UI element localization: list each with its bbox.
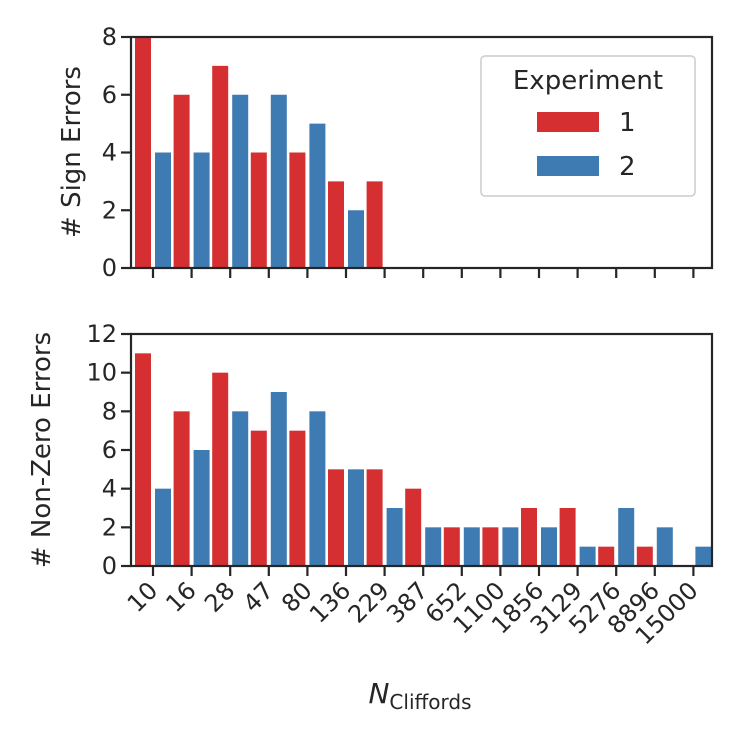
non-zero-errors-panel: 0246810121016284780136229387652110018563… xyxy=(27,320,714,650)
bar-series1-229 xyxy=(366,181,383,268)
bar-series2-3129 xyxy=(579,546,596,566)
legend: Experiment 1 2 xyxy=(480,55,696,197)
legend-label-2: 2 xyxy=(619,152,636,182)
y-tick-label: 10 xyxy=(86,359,117,387)
bar-series1-10 xyxy=(135,353,151,566)
y-tick-label: 6 xyxy=(102,81,117,109)
bar-series2-229 xyxy=(386,508,403,566)
bar-series2-28 xyxy=(232,411,249,566)
y-tick-label: 8 xyxy=(102,23,117,51)
bar-series1-1856 xyxy=(521,508,537,566)
y-tick-label: 6 xyxy=(102,436,117,464)
y-tick-label: 0 xyxy=(102,254,117,282)
bar-series1-387 xyxy=(405,488,422,566)
y-tick-label: 0 xyxy=(102,552,117,580)
sign-errors-panel: 0 2 4 6 8 # Sign Errors xyxy=(57,23,714,282)
bar-series2-5276 xyxy=(618,508,635,566)
bar-series2-15000 xyxy=(695,546,712,566)
legend-title: Experiment xyxy=(513,66,663,96)
bar-series2-136 xyxy=(348,210,364,268)
legend-swatch-2 xyxy=(537,156,599,176)
bar-series1-652 xyxy=(443,527,460,566)
bar-series1-28 xyxy=(212,372,229,566)
y-tick-label: 4 xyxy=(102,139,117,167)
bar-series1-136 xyxy=(328,469,344,566)
bar-series1-80 xyxy=(289,430,306,566)
bar-series1-8896 xyxy=(636,546,653,566)
bar-series2-652 xyxy=(463,527,480,566)
bar-series2-8896 xyxy=(656,527,673,566)
bar-series1-47 xyxy=(250,152,267,268)
bar-series1-10 xyxy=(135,37,151,268)
legend-label-1: 1 xyxy=(619,108,636,138)
x-tick-label-16: 16 xyxy=(160,576,201,617)
bar-series2-80 xyxy=(309,123,326,268)
bar-series1-16 xyxy=(173,94,190,268)
bar-series2-10 xyxy=(155,152,171,268)
bar-series2-136 xyxy=(348,469,364,566)
y-tick-label: 2 xyxy=(102,196,117,224)
y-tick-label: 2 xyxy=(102,513,117,541)
bar-series2-28 xyxy=(232,94,249,268)
y-tick-label: 8 xyxy=(102,397,117,425)
bar-series1-136 xyxy=(328,181,344,268)
bar-series1-1100 xyxy=(482,527,499,566)
y-axis-label: # Non-Zero Errors xyxy=(27,332,57,568)
bar-series1-16 xyxy=(173,411,190,566)
x-axis-label: NCliffords xyxy=(368,677,471,714)
bar-series1-80 xyxy=(289,152,306,268)
bar-series2-10 xyxy=(155,488,171,566)
legend-swatch-1 xyxy=(537,112,599,132)
bar-series2-387 xyxy=(425,527,442,566)
bar-series2-16 xyxy=(193,450,210,566)
bar-series1-47 xyxy=(250,430,267,566)
bar-series1-229 xyxy=(366,469,383,566)
bar-series1-3129 xyxy=(559,508,576,566)
bar-series2-16 xyxy=(193,152,210,268)
bar-series2-47 xyxy=(270,94,287,268)
y-tick-label: 4 xyxy=(102,475,117,503)
y-axis-label: # Sign Errors xyxy=(57,66,87,238)
x-tick-label-47: 47 xyxy=(238,576,279,617)
bar-series2-1856 xyxy=(541,527,557,566)
x-axis-label-subscript: Cliffords xyxy=(389,690,471,714)
bar-series2-80 xyxy=(309,411,326,566)
y-tick-label: 12 xyxy=(86,320,117,348)
x-tick-label-28: 28 xyxy=(199,576,240,617)
bar-series2-1100 xyxy=(502,527,519,566)
bar-series2-47 xyxy=(270,392,287,566)
bar-series1-28 xyxy=(212,65,229,268)
bar-series1-5276 xyxy=(598,546,615,566)
x-tick-label-10: 10 xyxy=(122,576,163,617)
x-axis-label-main: N xyxy=(368,677,389,710)
